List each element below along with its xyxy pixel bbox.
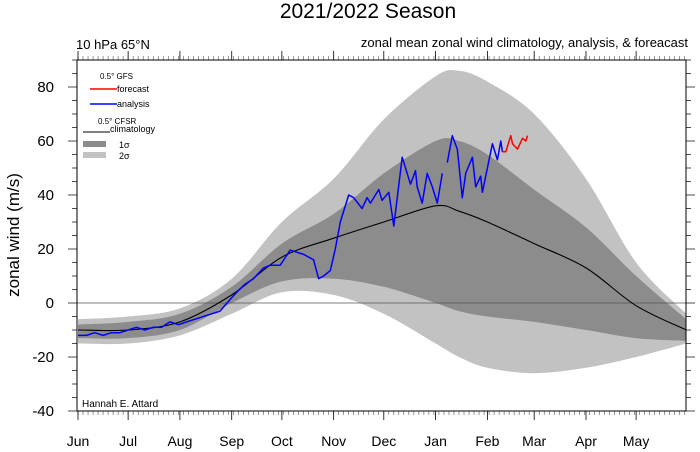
y-tick-label: 20: [37, 241, 54, 258]
legend-sigma2-label: 2σ: [119, 151, 130, 161]
chart-title: 2021/2022 Season: [280, 0, 456, 23]
y-tick-label: -20: [32, 349, 54, 366]
legend-sigma2-swatch: [83, 152, 106, 158]
x-tick-label: Oct: [271, 433, 293, 449]
legend-climatology-label: climatology: [110, 124, 156, 134]
analysis-line: [78, 134, 504, 337]
y-tick-label: 80: [37, 79, 54, 96]
y-tick-label: 60: [37, 133, 54, 150]
legend-cfsr-header: 0.5° CFSR: [98, 117, 137, 126]
legend: 0.5° GFS forecast analysis 0.5° CFSR cli…: [83, 72, 156, 161]
x-tick-label: Nov: [321, 433, 346, 449]
forecast-line: [502, 134, 529, 153]
y-tick-label: 40: [37, 187, 54, 204]
legend-sigma1-label: 1σ: [119, 140, 130, 150]
x-tick-label: Jan: [424, 433, 447, 449]
legend-forecast-label: forecast: [117, 84, 150, 94]
x-tick-label: Jun: [67, 433, 90, 449]
subtitle-left: 10 hPa 65°N: [76, 37, 150, 52]
credit-text: Hannah E. Attard: [82, 399, 158, 410]
x-tick-label: Aug: [167, 433, 192, 449]
x-tick-label: Dec: [371, 433, 396, 449]
sigma1-band: [78, 138, 687, 341]
x-tick-label: May: [623, 433, 649, 449]
subtitle-right: zonal mean zonal wind climatology, analy…: [361, 35, 688, 50]
x-tick-label: Jul: [119, 433, 137, 449]
y-axis-label: zonal wind (m/s): [4, 173, 23, 297]
y-tick-label: 0: [46, 295, 54, 312]
x-tick-label: Mar: [522, 433, 546, 449]
legend-sigma1-swatch: [83, 141, 106, 147]
legend-gfs-header: 0.5° GFS: [100, 72, 133, 81]
x-tick-label: Sep: [219, 433, 244, 449]
legend-analysis-label: analysis: [117, 99, 150, 109]
climatology-line: [77, 204, 687, 332]
x-tick-label: Apr: [575, 433, 597, 449]
x-tick-label: Feb: [475, 433, 499, 449]
axes: Jun Jul Aug Sep Oct Nov Dec Jan Feb Mar Apr May -40 -…: [32, 51, 695, 449]
y-tick-label: -40: [32, 403, 54, 420]
plot-area: [77, 69, 687, 374]
